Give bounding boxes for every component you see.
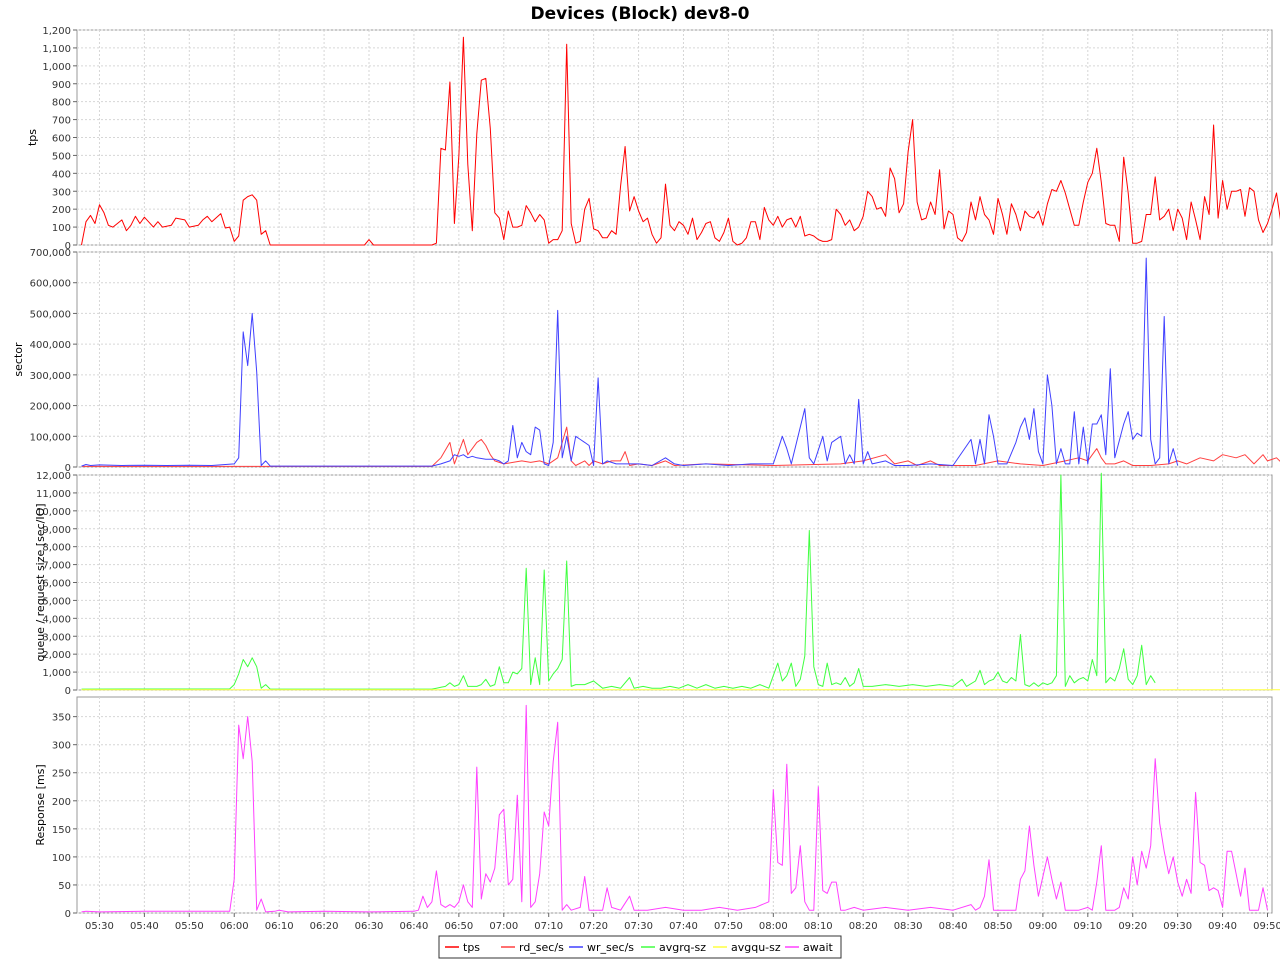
x-tick-label: 05:30	[85, 921, 114, 932]
y-tick-label: 11,000	[36, 489, 71, 500]
y-tick-label: 100,000	[30, 432, 71, 443]
y-tick-label: 800	[52, 98, 71, 109]
legend-label: tps	[463, 941, 480, 954]
series-line-avgrq-sz	[81, 472, 1156, 690]
x-tick-label: 09:00	[1028, 921, 1057, 932]
x-tick-label: 06:40	[400, 921, 429, 932]
x-tick-label: 06:10	[265, 921, 294, 932]
panel-1: 0 100 200 300 400 500 600 700 800 900 1,000 1,100 1,…	[26, 26, 1280, 252]
y-tick-label: 12,000	[36, 471, 71, 482]
y-axis-label: Response [ms]	[34, 764, 47, 845]
y-tick-label: 400,000	[30, 340, 71, 351]
y-tick-label: 2,000	[42, 650, 71, 661]
series-line-await	[81, 704, 1268, 913]
y-tick-label: 8,000	[42, 543, 71, 554]
legend-label: avgqu-sz	[731, 941, 781, 954]
series-line-tps	[81, 36, 1280, 246]
y-tick-label: 6,000	[42, 579, 71, 590]
legend-label: avgrq-sz	[659, 941, 706, 954]
y-tick-label: 100	[52, 223, 71, 234]
x-tick-label: 09:30	[1163, 921, 1192, 932]
legend-box	[438, 935, 842, 959]
y-tick-label: 200	[52, 797, 71, 808]
y-tick-label: 900	[52, 80, 71, 91]
y-tick-label: 250	[52, 769, 71, 780]
x-tick-label: 07:50	[714, 921, 743, 932]
x-tick-label: 06:30	[355, 921, 384, 932]
y-axis-label: queue / request size [sec/IO]	[34, 503, 47, 661]
y-tick-label: 0	[65, 686, 71, 697]
y-tick-label: 10,000	[36, 507, 71, 518]
y-tick-label: 600,000	[30, 279, 71, 290]
legend-label: rd_sec/s	[519, 941, 564, 954]
y-tick-label: 500	[52, 151, 71, 162]
x-tick-label: 08:50	[984, 921, 1013, 932]
y-axis-label: sector	[12, 342, 25, 377]
y-tick-label: 150	[52, 825, 71, 836]
x-tick-label: 09:40	[1208, 921, 1237, 932]
x-tick-label: 07:00	[489, 921, 518, 932]
y-tick-label: 400	[52, 169, 71, 180]
x-tick-label: 05:40	[130, 921, 159, 932]
x-tick-label: 05:50	[175, 921, 204, 932]
y-tick-label: 1,000	[42, 62, 71, 73]
y-tick-label: 600	[52, 134, 71, 145]
y-tick-label: 50	[58, 881, 71, 892]
y-tick-label: 1,100	[42, 44, 71, 55]
y-tick-label: 100	[52, 853, 71, 864]
y-tick-label: 9,000	[42, 525, 71, 536]
y-tick-label: 200,000	[30, 402, 71, 413]
y-tick-label: 300,000	[30, 371, 71, 382]
x-tick-label: 08:30	[894, 921, 923, 932]
x-tick-label: 07:20	[579, 921, 608, 932]
y-tick-label: 0	[65, 463, 71, 474]
plot-area	[76, 696, 1273, 914]
x-tick-label: 09:20	[1118, 921, 1147, 932]
y-tick-label: 700	[52, 116, 71, 127]
x-tick-label: 09:10	[1073, 921, 1102, 932]
y-tick-label: 700,000	[30, 248, 71, 259]
y-tick-label: 4,000	[42, 614, 71, 625]
x-tick-label: 08:40	[939, 921, 968, 932]
x-tick-label: 08:00	[759, 921, 788, 932]
y-tick-label: 350	[52, 713, 71, 724]
x-axis: 05:30 05:40 05:50 06:00 06:10 06:20 06:30 06:40…	[85, 913, 1280, 932]
legend-label: wr_sec/s	[587, 941, 634, 954]
y-axis-label: tps	[26, 129, 39, 146]
x-tick-label: 06:00	[220, 921, 249, 932]
y-tick-label: 1,200	[42, 26, 71, 37]
x-tick-label: 07:30	[624, 921, 653, 932]
y-tick-label: 500,000	[30, 309, 71, 320]
y-tick-label: 0	[65, 241, 71, 252]
y-tick-label: 7,000	[42, 561, 71, 572]
y-tick-label: 300	[52, 187, 71, 198]
x-tick-label: 07:10	[534, 921, 563, 932]
panel-4: 0 50 100 150 200 250 300 350 Response [ms]	[34, 696, 1273, 920]
x-tick-label: 08:10	[804, 921, 833, 932]
series-line-wr-sec-s	[81, 257, 1179, 467]
x-tick-label: 08:20	[849, 921, 878, 932]
y-tick-label: 1,000	[42, 668, 71, 679]
y-tick-label: 200	[52, 205, 71, 216]
x-tick-label: 06:20	[310, 921, 339, 932]
chart-title: Devices (Block) dev8-0	[531, 4, 750, 24]
panels: 01002003004005006007008009001,0001,1001,…	[12, 26, 1280, 920]
x-tick-label: 07:40	[669, 921, 698, 932]
x-tick-label: 06:50	[444, 921, 473, 932]
y-tick-label: 3,000	[42, 632, 71, 643]
x-tick-label: 09:50	[1253, 921, 1280, 932]
panel-2: 0 100,000 200,000 300,000 400,000 500,000 600,…	[12, 248, 1280, 474]
y-tick-label: 5,000	[42, 596, 71, 607]
y-tick-label: 300	[52, 741, 71, 752]
y-tick-label: 0	[65, 909, 71, 920]
legend: tps rd_sec/s wr_sec/s avgrq-sz avgqu-sz await	[438, 935, 842, 959]
legend-label: await	[803, 941, 834, 954]
panel-3: 0 1,000 2,000 3,000 4,000 5,000 6,000 7,000 8,00…	[34, 471, 1280, 697]
